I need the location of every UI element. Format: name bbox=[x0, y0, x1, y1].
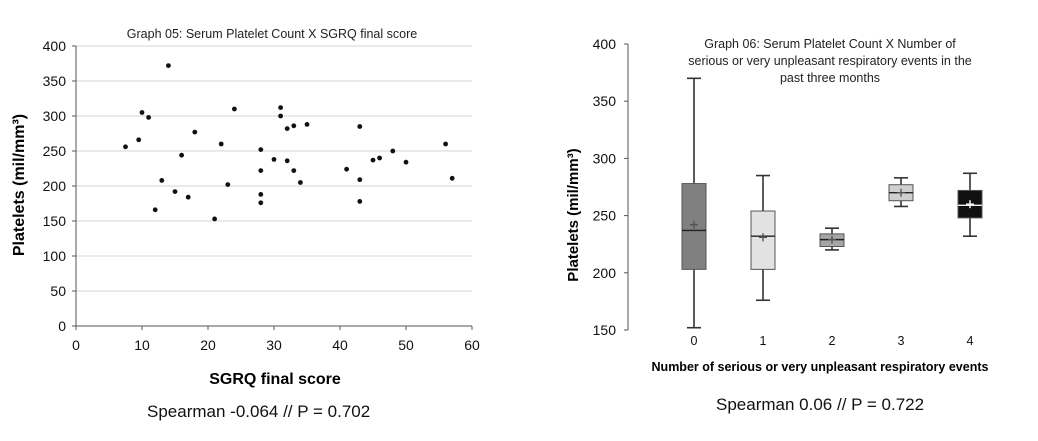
scatter-point bbox=[357, 199, 363, 204]
scatter-point bbox=[278, 105, 283, 110]
boxplot-x-tick-label: 1 bbox=[760, 334, 767, 348]
scatter-point bbox=[443, 141, 448, 147]
scatter-point bbox=[185, 194, 191, 200]
scatter-y-tick-label: 250 bbox=[43, 143, 67, 159]
scatter-point bbox=[136, 137, 142, 143]
scatter-point bbox=[357, 124, 363, 129]
scatter-point bbox=[258, 192, 264, 197]
scatter-point bbox=[218, 141, 224, 147]
scatter-point bbox=[258, 147, 264, 153]
scatter-point bbox=[291, 168, 297, 174]
boxplot-y-tick-label: 400 bbox=[593, 36, 617, 52]
scatter-point bbox=[225, 182, 231, 188]
scatter-point bbox=[344, 166, 349, 172]
scatter-point bbox=[370, 157, 376, 163]
boxplot-y-tick-label: 250 bbox=[593, 208, 617, 224]
scatter-x-tick-label: 30 bbox=[266, 337, 282, 353]
boxplot-x-axis-label: Number of serious or very unpleasant res… bbox=[652, 360, 989, 374]
boxplot-title-line-2: serious or very unpleasant respiratory e… bbox=[688, 54, 972, 68]
scatter-point bbox=[390, 148, 396, 154]
boxplot-chart: Graph 06: Serum Platelet Count X Number … bbox=[565, 36, 989, 374]
boxplot-x-tick-label: 4 bbox=[967, 334, 974, 348]
scatter-panel: Graph 05: Serum Platelet Count X SGRQ fi… bbox=[0, 0, 500, 436]
scatter-y-tick-label: 100 bbox=[43, 248, 67, 264]
scatter-point bbox=[377, 155, 382, 161]
boxplot-spearman-caption: Spearman 0.06 // P = 0.722 bbox=[716, 395, 925, 414]
scatter-point bbox=[403, 159, 409, 165]
scatter-point bbox=[159, 178, 165, 183]
scatter-point bbox=[304, 122, 310, 127]
scatter-y-tick-label: 300 bbox=[43, 108, 67, 124]
scatter-point bbox=[139, 110, 145, 115]
scatter-point bbox=[357, 177, 363, 183]
scatter-point bbox=[146, 115, 152, 120]
scatter-x-axis-label: SGRQ final score bbox=[209, 371, 341, 388]
boxplot-y-axis-label: Platelets (mil/mm³) bbox=[565, 148, 582, 281]
boxplot-x-tick-label: 2 bbox=[829, 334, 836, 348]
scatter-x-tick-label: 0 bbox=[72, 337, 80, 353]
boxplot-x-tick-label: 0 bbox=[691, 334, 698, 348]
scatter-point bbox=[258, 168, 264, 174]
scatter-y-tick-label: 200 bbox=[43, 178, 67, 194]
boxplot-x-tick-label: 3 bbox=[898, 334, 905, 348]
scatter-y-axis-label: Platelets (mil/mm³) bbox=[11, 114, 28, 256]
scatter-point bbox=[166, 63, 171, 68]
scatter-chart: Graph 05: Serum Platelet Count X SGRQ fi… bbox=[11, 27, 480, 388]
scatter-x-tick-label: 50 bbox=[398, 337, 414, 353]
boxplot-y-tick-label: 350 bbox=[593, 93, 617, 109]
scatter-point bbox=[192, 129, 198, 135]
scatter-point bbox=[123, 144, 128, 150]
scatter-y-tick-label: 350 bbox=[43, 73, 67, 89]
scatter-point bbox=[449, 175, 455, 181]
scatter-point bbox=[298, 180, 303, 185]
scatter-y-tick-label: 150 bbox=[43, 213, 67, 229]
boxplot-title-line-1: Graph 06: Serum Platelet Count X Number … bbox=[704, 37, 956, 51]
scatter-x-tick-label: 10 bbox=[134, 337, 150, 353]
scatter-point bbox=[258, 200, 264, 206]
scatter-point bbox=[152, 207, 158, 213]
scatter-point bbox=[212, 216, 218, 222]
scatter-point bbox=[291, 123, 297, 129]
scatter-title: Graph 05: Serum Platelet Count X SGRQ fi… bbox=[127, 27, 417, 41]
scatter-spearman-caption: Spearman -0.064 // P = 0.702 bbox=[147, 402, 371, 421]
scatter-y-tick-label: 50 bbox=[50, 283, 66, 299]
boxplot-y-tick-label: 150 bbox=[593, 322, 617, 338]
scatter-y-tick-label: 0 bbox=[58, 318, 66, 334]
scatter-point bbox=[271, 157, 277, 162]
scatter-x-tick-label: 60 bbox=[464, 337, 480, 353]
boxplot-panel: Graph 06: Serum Platelet Count X Number … bbox=[500, 0, 1038, 436]
boxplot-title-line-3: past three months bbox=[780, 71, 880, 85]
scatter-x-tick-label: 40 bbox=[332, 337, 348, 353]
scatter-point bbox=[284, 126, 290, 131]
scatter-point bbox=[284, 158, 290, 164]
boxplot-box bbox=[681, 183, 707, 270]
scatter-point bbox=[172, 189, 178, 195]
boxplot-y-tick-label: 300 bbox=[593, 150, 617, 166]
scatter-point bbox=[179, 152, 185, 158]
scatter-y-tick-label: 400 bbox=[43, 38, 67, 54]
scatter-point bbox=[278, 113, 283, 119]
boxplot-y-tick-label: 200 bbox=[593, 265, 617, 281]
scatter-x-tick-label: 20 bbox=[200, 337, 216, 353]
scatter-point bbox=[232, 106, 237, 112]
